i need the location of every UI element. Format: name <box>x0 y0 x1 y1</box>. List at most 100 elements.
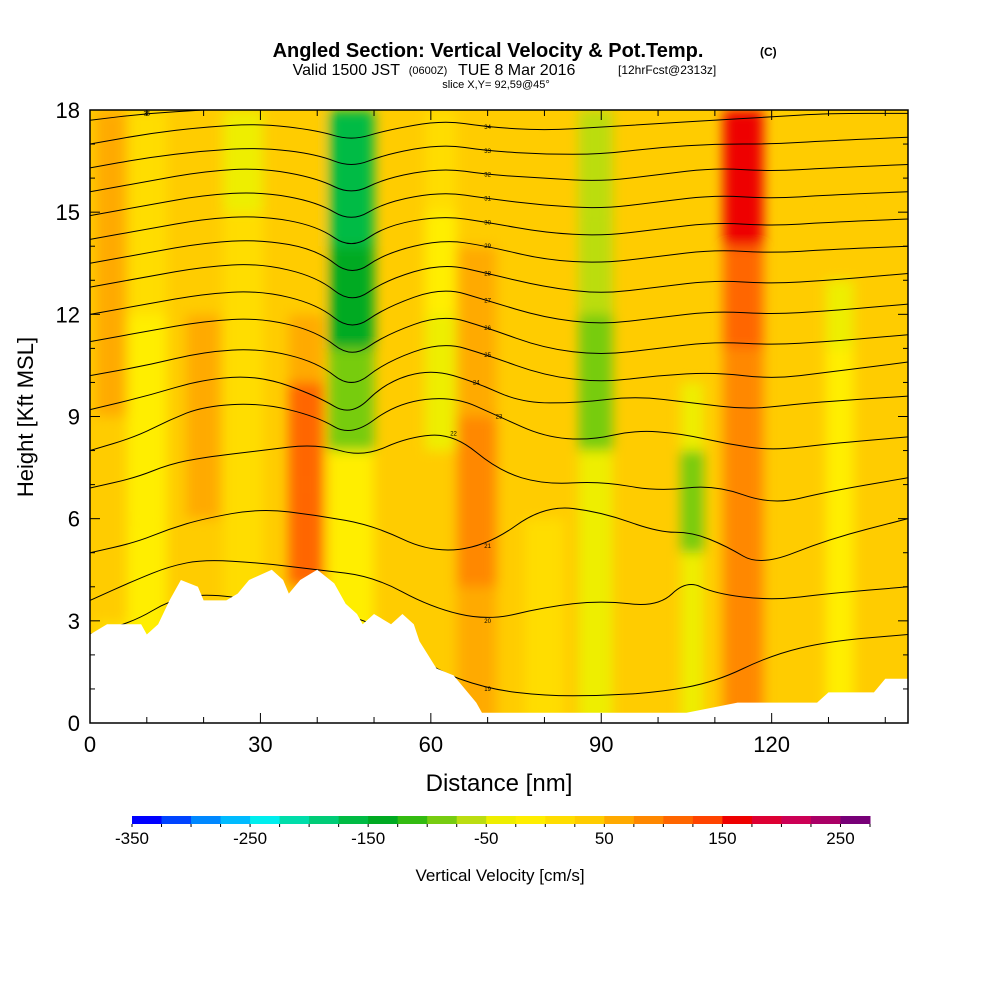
velocity-cell <box>680 450 704 553</box>
velocity-cell <box>680 382 704 451</box>
colorbar-swatch <box>132 816 163 824</box>
colorbar-swatch <box>486 816 517 824</box>
valid-date: TUE 8 Mar 2016 <box>458 62 575 79</box>
contour-line <box>90 560 908 618</box>
velocity-cell <box>186 110 221 315</box>
colorbar-swatch <box>604 816 635 824</box>
velocity-cell <box>186 314 221 519</box>
velocity-cell <box>425 110 460 213</box>
contour-label: 28 <box>484 271 491 277</box>
colorbar-swatch <box>368 816 399 824</box>
colorbar-swatch <box>663 816 694 824</box>
contour-line <box>90 191 908 218</box>
x-axis-label: Distance [nm] <box>426 770 573 797</box>
colorbar-label: Vertical Velocity [cm/s] <box>415 866 584 885</box>
colorbar-tick-label: -150 <box>351 829 385 848</box>
contour-label: 32 <box>484 173 491 179</box>
velocity-cell <box>223 110 264 213</box>
colorbar-swatch <box>161 816 192 824</box>
velocity-cell <box>524 314 565 519</box>
colorbar-swatch <box>220 816 251 824</box>
velocity-cell <box>825 348 855 723</box>
contour-line <box>90 371 908 411</box>
contour-line <box>90 317 908 354</box>
contour-line <box>90 345 908 383</box>
forecast-label: [12hrFcst@2313z] <box>618 63 716 77</box>
contour-label: 21 <box>484 544 491 550</box>
colorbar: Vertical Velocity [cm/s] -350 -250 -150 -50… <box>115 816 871 885</box>
colorbar-swatch <box>427 816 458 824</box>
velocity-cell <box>328 110 375 247</box>
x-tick-label: 30 <box>248 732 272 757</box>
velocity-cell <box>723 110 764 145</box>
contour-label: 31 <box>484 197 491 203</box>
contour-label: 19 <box>484 687 491 693</box>
colorbar-swatch <box>840 816 871 824</box>
velocity-cell <box>456 416 497 587</box>
y-tick-label: 15 <box>56 200 80 225</box>
contour-line <box>90 112 908 145</box>
colorbar-swatch <box>751 816 782 824</box>
velocity-cell <box>680 552 704 723</box>
colorbar-swatch <box>279 816 310 824</box>
velocity-cell <box>578 212 613 315</box>
colorbar-tick-label: -350 <box>115 829 149 848</box>
colorbar-tick-label: -50 <box>474 829 499 848</box>
chart-header: Angled Section: Vertical Velocity & Pot.… <box>273 40 777 91</box>
x-tick-label: 120 <box>753 732 790 757</box>
colorbar-swatch <box>338 816 369 824</box>
y-tick-label: 18 <box>56 98 80 123</box>
velocity-cell <box>95 416 130 621</box>
y-tick-label: 3 <box>68 609 80 634</box>
colorbar-swatch <box>545 816 576 824</box>
velocity-cell <box>825 280 855 349</box>
contour-line <box>90 163 908 193</box>
terrain <box>90 569 908 723</box>
valid-zulu: (0600Z) <box>409 65 448 77</box>
x-tick-label: 60 <box>419 732 443 757</box>
contour-label: 23 <box>496 415 503 421</box>
pot-temp-contours: 1920212223242526272829303132333435 <box>90 110 908 697</box>
y-tick-label: 0 <box>68 711 80 736</box>
colorbar-swatch <box>309 816 340 824</box>
colorbar-swatch <box>574 816 605 824</box>
contour-label: 22 <box>450 432 457 438</box>
chart-title: Angled Section: Vertical Velocity & Pot.… <box>273 40 704 62</box>
velocity-cell <box>425 212 460 315</box>
velocity-cell <box>126 110 167 315</box>
contour-label: 30 <box>484 220 491 226</box>
contour-line <box>90 507 908 561</box>
contour-label: 27 <box>484 299 491 305</box>
colorbar-tick-label: -250 <box>233 829 267 848</box>
velocity-cell <box>825 212 855 281</box>
velocity-cell <box>524 110 565 315</box>
colorbar-swatch <box>397 816 428 824</box>
velocity-cell <box>578 314 613 451</box>
velocity-cell <box>578 450 613 723</box>
contour-line <box>90 290 908 326</box>
contour-label: 20 <box>484 619 491 625</box>
contour-line <box>90 240 908 271</box>
contour-line <box>90 136 908 169</box>
velocity-cell <box>578 110 613 213</box>
velocity-cell <box>425 314 460 451</box>
colorbar-swatch <box>781 816 812 824</box>
contour-line <box>90 434 908 502</box>
contour-line <box>90 216 908 245</box>
colorbar-swatch <box>456 816 487 824</box>
velocity-cell <box>288 314 323 383</box>
velocity-cell <box>524 518 565 723</box>
colorbar-swatch <box>191 816 222 824</box>
colorbar-tick-label: 250 <box>826 829 854 848</box>
contour-label: 34 <box>484 125 491 131</box>
x-axis: Distance [nm] 0 30 60 90 120 <box>84 110 886 797</box>
velocity-cell <box>223 212 264 417</box>
velocity-cell <box>288 382 323 485</box>
velocity-cell <box>723 144 764 247</box>
colorbar-swatch <box>515 816 546 824</box>
slice-label: slice X,Y= 92,59@45° <box>442 79 550 91</box>
colorbar-swatch <box>633 816 664 824</box>
x-tick-label: 90 <box>589 732 613 757</box>
colorbar-tick-label: 150 <box>708 829 736 848</box>
